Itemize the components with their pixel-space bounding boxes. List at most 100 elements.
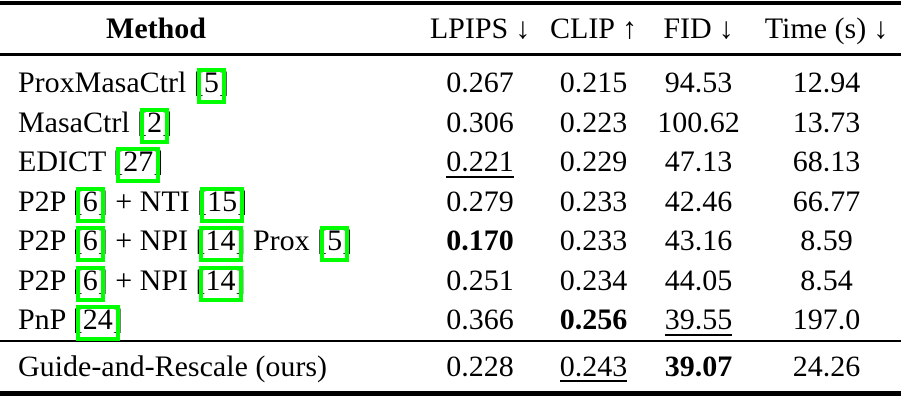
clip-cell: 0.233 [542,221,645,261]
fid-cell: 39.07 [645,342,752,391]
col-header-fid: FID ↓ [645,12,752,46]
fid-cell: 100.62 [645,103,752,143]
col-header-time-label: Time (s) [764,12,867,45]
citation-bbox-annotation [196,68,226,104]
clip-value: 0.215 [559,66,628,99]
time-cell: 13.73 [752,103,901,143]
clip-cell: 0.233 [542,182,645,222]
clip-value: 0.233 [559,184,628,218]
col-header-lpips: LPIPS ↓ [418,12,542,46]
clip-value: 0.243 [559,349,628,383]
citation-number: 5 [196,68,226,104]
table-row: EDICT [27] 0.221 0.229 47.13 68.13 [0,142,901,183]
col-header-time: Time (s) ↓ [752,12,901,46]
clip-cell: 0.229 [542,142,645,182]
lpips-cell: 0.251 [418,261,542,301]
fid-value: 39.07 [664,349,733,383]
time-cell: 66.77 [752,182,901,222]
clip-value: 0.233 [559,224,628,257]
lpips-cell: 0.267 [418,63,542,103]
lpips-cell: 0.279 [418,182,542,222]
citation-number: 15 [200,186,245,223]
citation-bbox-annotation [200,186,245,223]
time-cell: 197.0 [752,300,901,340]
citation-bbox-annotation [198,265,243,302]
table-row: ProxMasaCtrl [5] 0.267 0.215 94.53 12.94 [0,63,901,104]
clip-cell: 0.243 [542,342,645,391]
lpips-value: 0.279 [446,184,514,218]
time-value: 68.13 [792,145,861,178]
lpips-cell: 0.228 [418,342,542,391]
table-row: P2P [6] + NPI [14] Prox [5] 0.170 0.233 43.… [0,221,901,262]
lpips-cell: 0.306 [418,103,542,143]
lpips-value: 0.267 [446,66,514,99]
table-top-rule [0,1,901,5]
lpips-value: 0.251 [446,263,514,297]
lpips-cell: 0.366 [418,300,542,340]
citation-bbox-annotation [75,305,120,341]
time-value: 12.94 [792,66,861,99]
fid-value: 94.53 [664,66,733,99]
lpips-value: 0.170 [446,224,514,257]
down-arrow-icon: ↓ [515,12,531,45]
table-row: MasaCtrl [2] 0.306 0.223 100.62 13.73 [0,103,901,144]
lpips-value: 0.366 [446,303,514,336]
clip-value: 0.234 [559,263,628,297]
time-value: 13.73 [792,105,861,139]
citation-bbox-annotation [140,107,170,144]
table-row: PnP [24] 0.366 0.256 39.55 197.0 [0,300,901,341]
citation-number: 6 [75,226,105,262]
clip-cell: 0.234 [542,261,645,301]
table-header-row: Method LPIPS ↓ CLIP ↑ FID ↓ Time (s) ↓ [0,6,901,52]
citation-bbox-annotation [75,226,105,262]
time-value: 197.0 [792,303,861,336]
method-cell: P2P [6] + NPI [14] [0,261,418,302]
time-cell: 12.94 [752,63,901,103]
table-row: Guide-and-Rescale (ours) 0.228 0.243 39.07 2… [0,339,901,391]
time-cell: 8.54 [752,261,901,301]
clip-value: 0.223 [559,105,628,139]
fid-cell: 47.13 [645,142,752,182]
col-header-clip-label: CLIP [549,12,615,45]
citation-number: 14 [198,265,243,302]
method-cell: P2P [6] + NPI [14] Prox [5] [0,221,418,262]
fid-cell: 39.55 [645,300,752,340]
citation-bbox-annotation [116,147,161,183]
method-cell: PnP [24] [0,300,418,341]
time-cell: 24.26 [752,342,901,391]
table-row: P2P [6] + NTI [15] 0.279 0.233 42.46 66.77 [0,182,901,223]
table-bottom-rule [0,391,901,396]
fid-value: 43.16 [664,224,733,257]
citation-number: 14 [198,226,243,262]
fid-value: 44.05 [664,263,733,297]
fid-value: 39.55 [664,303,733,336]
clip-cell: 0.223 [542,103,645,143]
time-cell: 8.59 [752,221,901,261]
table-body: ProxMasaCtrl [5] 0.267 0.215 94.53 12.94 Masa… [0,63,901,391]
lpips-value: 0.228 [446,349,514,383]
table-row: P2P [6] + NPI [14] 0.251 0.234 44.05 8.54 [0,261,901,302]
method-cell: Guide-and-Rescale (ours) [18,349,328,383]
col-header-lpips-label: LPIPS [429,12,509,45]
lpips-cell: 0.170 [418,221,542,261]
citation-number: 6 [75,186,105,223]
table-header-rule [0,53,901,56]
lpips-cell: 0.221 [418,142,542,182]
citation-number: 5 [320,226,350,262]
method-cell: ProxMasaCtrl [5] [0,63,418,104]
clip-cell: 0.215 [542,63,645,103]
method-cell: MasaCtrl [2] [0,103,418,144]
time-value: 24.26 [792,349,861,383]
col-header-clip: CLIP ↑ [542,12,645,46]
clip-cell: 0.256 [542,300,645,340]
fid-cell: 44.05 [645,261,752,301]
citation-bbox-annotation [75,186,105,223]
col-header-method-label: Method [106,12,206,45]
time-value: 8.54 [800,263,853,297]
citation-number: 27 [116,147,161,183]
citation-number: 6 [75,265,105,302]
down-arrow-icon: ↓ [873,12,889,45]
citation-number: 24 [75,305,120,341]
method-cell: P2P [6] + NTI [15] [0,182,418,223]
